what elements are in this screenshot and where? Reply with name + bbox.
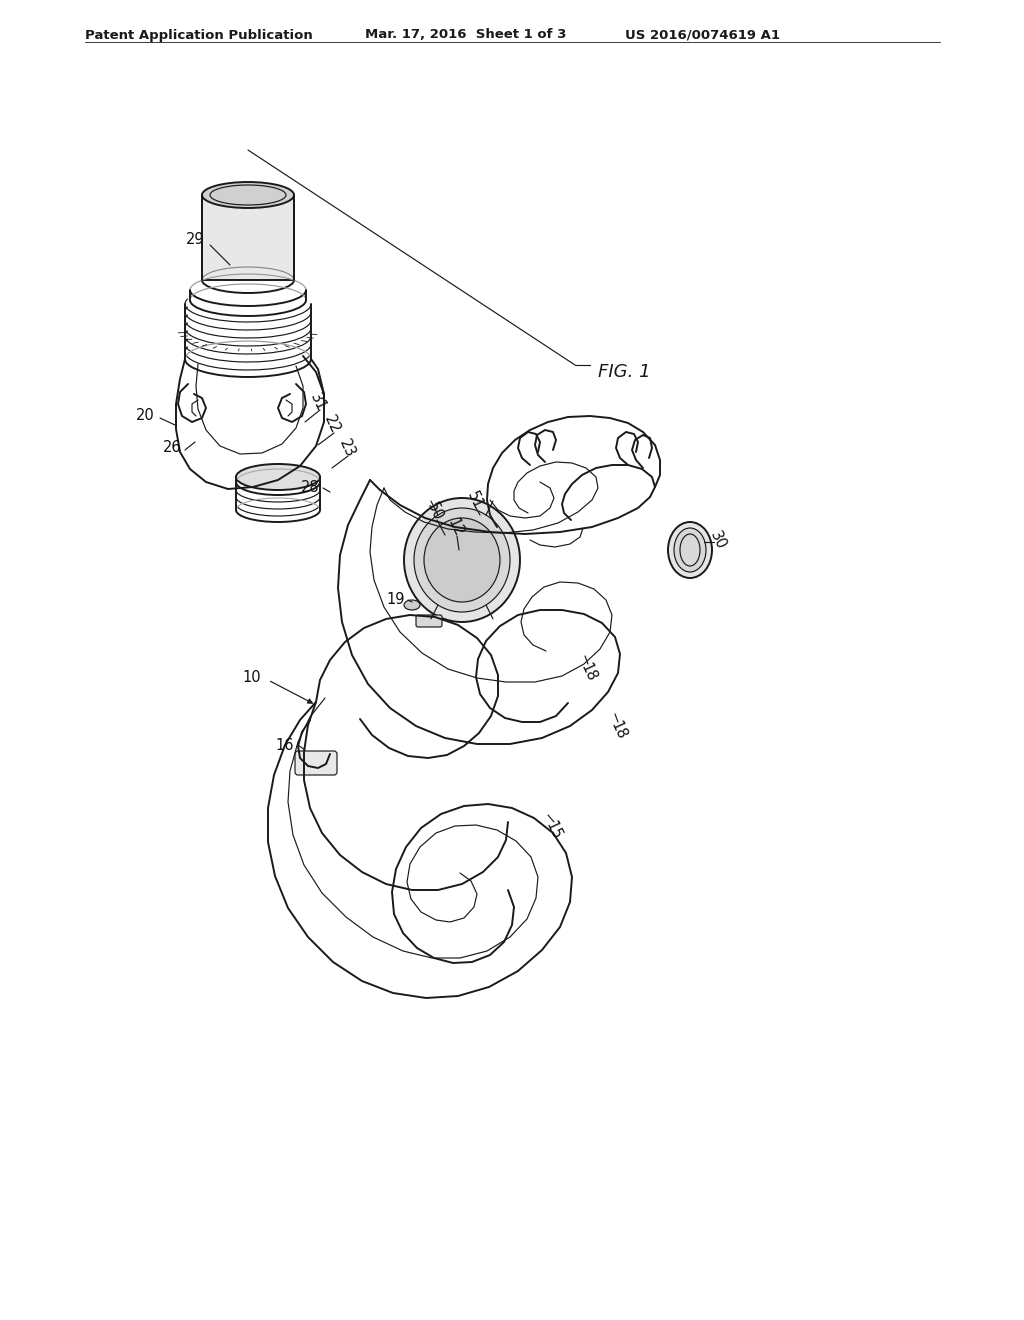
Text: 19: 19 <box>387 593 406 607</box>
Text: 22: 22 <box>322 413 343 437</box>
Ellipse shape <box>404 601 420 610</box>
Text: 23: 23 <box>336 437 357 459</box>
Ellipse shape <box>674 528 706 572</box>
Text: FIG. 1: FIG. 1 <box>598 363 650 381</box>
Text: 51: 51 <box>464 488 485 512</box>
Text: 20: 20 <box>135 408 155 422</box>
Text: 15: 15 <box>543 818 563 842</box>
Ellipse shape <box>424 517 500 602</box>
Ellipse shape <box>414 508 510 612</box>
Text: 18: 18 <box>578 660 599 684</box>
Ellipse shape <box>668 521 712 578</box>
Text: 29: 29 <box>185 232 205 248</box>
Text: Mar. 17, 2016  Sheet 1 of 3: Mar. 17, 2016 Sheet 1 of 3 <box>365 29 566 41</box>
Text: 30: 30 <box>708 528 729 552</box>
Text: 50: 50 <box>424 500 445 524</box>
FancyBboxPatch shape <box>416 615 442 627</box>
Text: Patent Application Publication: Patent Application Publication <box>85 29 312 41</box>
FancyBboxPatch shape <box>295 751 337 775</box>
Ellipse shape <box>202 182 294 209</box>
Text: 10: 10 <box>243 671 261 685</box>
Text: 26: 26 <box>163 441 181 455</box>
Text: US 2016/0074619 A1: US 2016/0074619 A1 <box>625 29 780 41</box>
Polygon shape <box>202 195 294 280</box>
Text: 12: 12 <box>444 516 466 540</box>
Text: 18: 18 <box>607 718 629 742</box>
Text: 16: 16 <box>275 738 294 752</box>
Ellipse shape <box>236 465 319 490</box>
Text: 31: 31 <box>307 391 329 413</box>
Ellipse shape <box>404 498 520 622</box>
Text: 28: 28 <box>301 480 319 495</box>
